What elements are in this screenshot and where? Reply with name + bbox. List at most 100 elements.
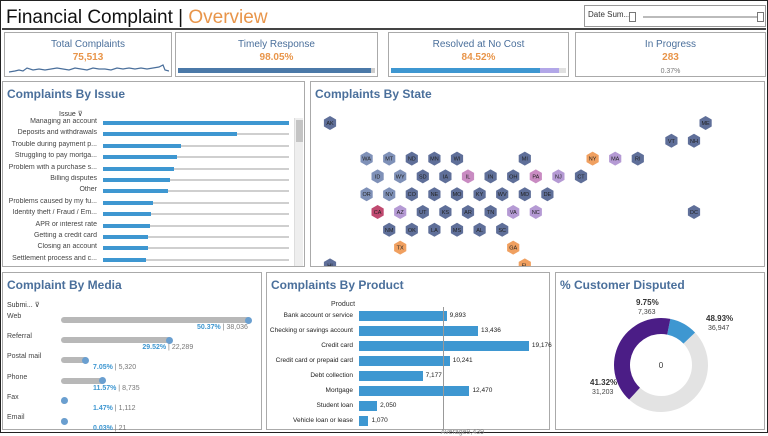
issue-bar[interactable] xyxy=(103,246,148,251)
state-nc[interactable]: NC xyxy=(529,205,542,219)
media-label[interactable]: Web xyxy=(7,313,22,320)
issue-bar[interactable] xyxy=(103,200,154,205)
issue-label[interactable]: Managing an account xyxy=(30,118,97,125)
state-wv[interactable]: WV xyxy=(496,187,509,202)
state-ri[interactable]: RI xyxy=(631,151,644,166)
state-ky[interactable]: KY xyxy=(473,187,486,202)
product-category-label[interactable]: Bank account or service xyxy=(283,312,353,319)
state-fl[interactable]: FL xyxy=(518,258,531,266)
donut-slice[interactable] xyxy=(667,318,696,344)
product-bar[interactable] xyxy=(359,401,378,411)
issue-bar[interactable] xyxy=(103,155,178,160)
product-bar[interactable] xyxy=(359,386,470,396)
issue-bar[interactable] xyxy=(103,235,148,239)
disputed-donut-chart[interactable]: 9.75% 7,363 48.93% 36,947 41.32% 31,203 0 xyxy=(556,273,764,429)
state-la[interactable]: LA xyxy=(428,222,441,237)
issue-label[interactable]: Other xyxy=(79,186,97,194)
product-bar[interactable] xyxy=(359,341,529,351)
product-bar[interactable] xyxy=(359,311,447,321)
issue-label[interactable]: Settlement process and c... xyxy=(12,254,97,262)
issue-label[interactable]: Getting a credit card xyxy=(33,232,97,239)
state-ok[interactable]: OK xyxy=(405,222,418,237)
product-category-label[interactable]: Credit card or prepaid card xyxy=(275,357,353,364)
state-hi[interactable]: HI xyxy=(323,258,337,266)
issue-bar[interactable] xyxy=(103,143,182,148)
state-wi[interactable]: WI xyxy=(450,151,464,166)
issue-label[interactable]: Trouble during payment p... xyxy=(11,140,97,148)
state-ma[interactable]: MA xyxy=(609,151,622,166)
media-bar[interactable] xyxy=(61,357,88,364)
issue-label[interactable]: Deposits and withdrawals xyxy=(17,129,97,137)
state-nj[interactable]: NJ xyxy=(552,169,565,184)
issue-bar[interactable] xyxy=(103,166,174,171)
state-tn[interactable]: TN xyxy=(484,205,497,219)
product-bar[interactable] xyxy=(359,356,450,366)
issue-label[interactable]: Struggling to pay mortga... xyxy=(14,152,97,160)
kpi-total-complaints[interactable]: Total Complaints 75,513 xyxy=(4,32,172,77)
product-category-label[interactable]: Credit card xyxy=(321,342,353,349)
state-ct[interactable]: CT xyxy=(574,169,588,184)
media-label[interactable]: Referral xyxy=(7,333,32,341)
state-id[interactable]: ID xyxy=(371,169,384,184)
state-ne[interactable]: NE xyxy=(428,187,441,202)
state-nh[interactable]: NH xyxy=(687,133,701,148)
state-mo[interactable]: MO xyxy=(450,187,464,202)
date-slider-start-handle[interactable] xyxy=(629,12,636,22)
issue-bar[interactable] xyxy=(103,189,169,194)
issue-bar[interactable] xyxy=(103,178,170,182)
product-bar[interactable] xyxy=(359,326,478,336)
state-ks[interactable]: KS xyxy=(439,205,452,219)
state-me[interactable]: ME xyxy=(699,116,712,130)
state-mt[interactable]: MT xyxy=(383,151,396,166)
issue-label[interactable]: APR or interest rate xyxy=(35,220,97,228)
kpi-timely-response[interactable]: Timely Response 98.05% xyxy=(175,32,378,77)
product-bar[interactable] xyxy=(359,416,369,426)
issue-bar[interactable] xyxy=(103,132,237,137)
state-mi[interactable]: MI xyxy=(518,151,531,166)
product-category-label[interactable]: Checking or savings account xyxy=(269,327,353,334)
product-category-label[interactable]: Vehicle loan or lease xyxy=(293,417,353,424)
state-va[interactable]: VA xyxy=(507,205,520,219)
state-sc[interactable]: SC xyxy=(496,222,509,237)
date-slider-end-handle[interactable] xyxy=(757,12,764,22)
state-wa[interactable]: WA xyxy=(360,151,373,166)
filter-icon[interactable]: ⊽ xyxy=(75,111,83,118)
state-nm[interactable]: NM xyxy=(383,222,396,237)
state-in[interactable]: IN xyxy=(484,169,497,184)
state-ga[interactable]: GA xyxy=(507,240,520,255)
media-label[interactable]: Phone xyxy=(7,373,28,381)
state-ca[interactable]: CA xyxy=(371,205,384,219)
product-category-label[interactable]: Student loan xyxy=(316,402,353,409)
date-filter[interactable]: Date Sum... xyxy=(584,5,766,27)
state-de[interactable]: DE xyxy=(541,187,554,202)
state-pa[interactable]: PA xyxy=(529,169,542,184)
issue-label[interactable]: Identity theft / Fraud / Em... xyxy=(12,209,97,217)
filter-icon[interactable]: ⊽ xyxy=(32,302,40,309)
state-md[interactable]: MD xyxy=(518,187,531,202)
state-co[interactable]: CO xyxy=(405,187,418,202)
issues-scroll-thumb[interactable] xyxy=(296,120,303,142)
product-bar[interactable] xyxy=(359,371,423,381)
state-nd[interactable]: ND xyxy=(405,151,418,166)
media-bar[interactable] xyxy=(61,377,105,384)
state-nv[interactable]: NV xyxy=(383,187,396,202)
donut-slice[interactable] xyxy=(614,318,671,400)
product-category-label[interactable]: Debt collection xyxy=(310,372,353,379)
state-or[interactable]: OR xyxy=(360,187,373,202)
issue-bar[interactable] xyxy=(103,223,150,228)
state-vt[interactable]: VT xyxy=(665,133,678,148)
state-dc[interactable]: DC xyxy=(687,205,701,219)
issue-bar[interactable] xyxy=(103,257,146,262)
issue-label[interactable]: Closing an account xyxy=(37,243,97,251)
state-ny[interactable]: NY xyxy=(586,151,599,166)
state-al[interactable]: AL xyxy=(473,222,486,237)
donut-slice[interactable] xyxy=(629,332,708,412)
issue-label[interactable]: Problems caused by my fu... xyxy=(8,197,97,205)
kpi-in-progress[interactable]: In Progress 283 0.37% xyxy=(575,32,766,77)
state-ia[interactable]: IA xyxy=(439,169,452,184)
state-ms[interactable]: MS xyxy=(450,222,464,237)
state-tx[interactable]: TX xyxy=(394,240,407,255)
date-slider-track[interactable] xyxy=(643,16,759,18)
media-label[interactable]: Fax xyxy=(7,393,19,401)
state-sd[interactable]: SD xyxy=(416,169,429,184)
